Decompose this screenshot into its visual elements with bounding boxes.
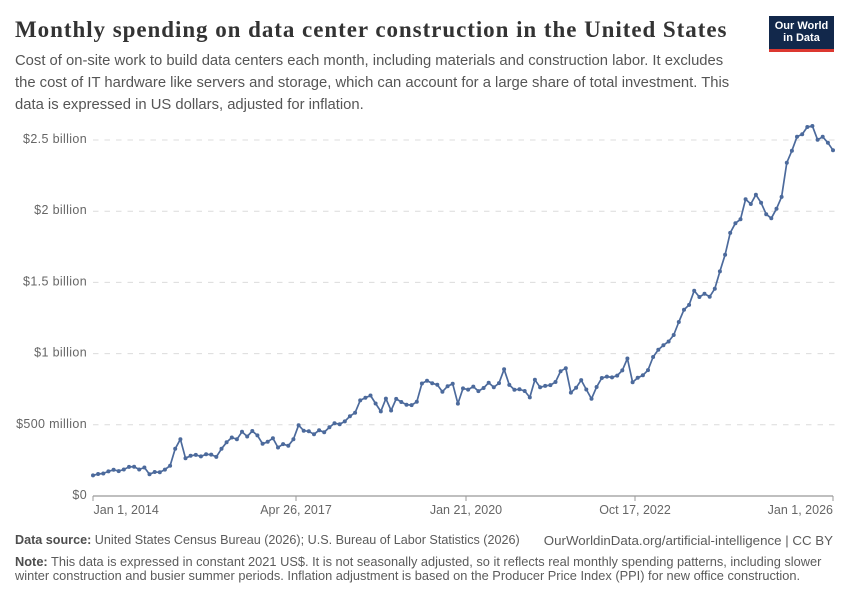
svg-text:Oct 17, 2022: Oct 17, 2022	[599, 503, 671, 517]
svg-text:Jan 1, 2014: Jan 1, 2014	[94, 503, 159, 517]
svg-text:$2.5 billion: $2.5 billion	[23, 132, 87, 146]
svg-text:$2 billion: $2 billion	[34, 203, 87, 217]
svg-text:Apr 26, 2017: Apr 26, 2017	[260, 503, 332, 517]
svg-text:$1.5 billion: $1.5 billion	[23, 274, 87, 288]
svg-text:Jan 21, 2020: Jan 21, 2020	[430, 503, 502, 517]
svg-text:$1 billion: $1 billion	[34, 346, 87, 360]
svg-text:$500 million: $500 million	[16, 417, 87, 431]
svg-text:Jan 1, 2026: Jan 1, 2026	[768, 503, 833, 517]
svg-text:$0: $0	[72, 488, 87, 502]
